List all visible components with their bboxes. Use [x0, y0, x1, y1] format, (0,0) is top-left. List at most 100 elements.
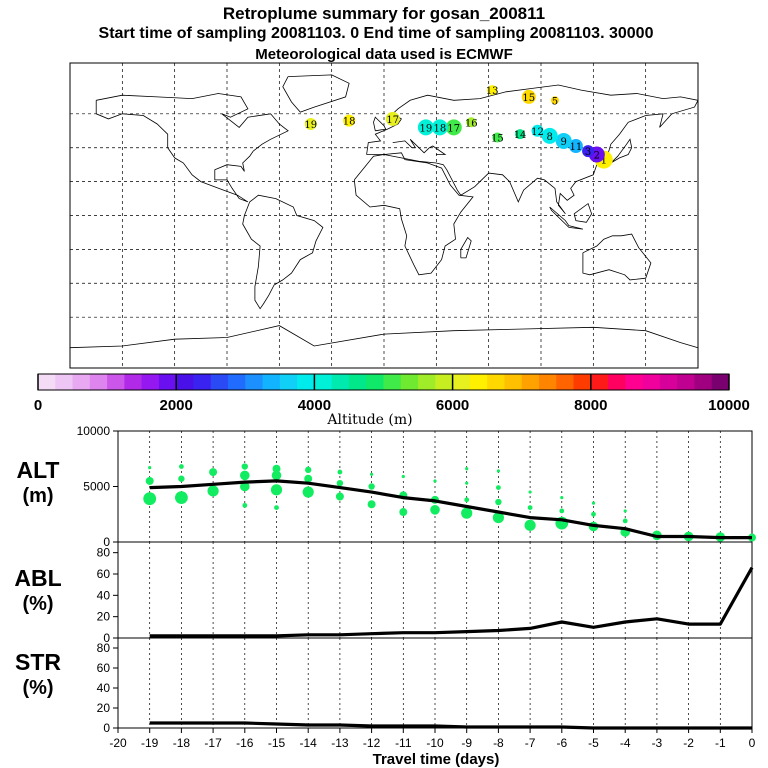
altitude-cluster-point — [335, 492, 344, 501]
altitude-cluster-point — [271, 470, 282, 481]
colorbar-swatch — [279, 374, 298, 390]
plume-cluster-label: 9 — [560, 137, 566, 148]
plume-cluster-label: 17 — [447, 123, 460, 134]
y-tick-label: 80 — [97, 546, 111, 560]
colorbar-swatch — [573, 374, 592, 390]
plume-cluster-label: 15 — [522, 93, 535, 104]
altitude-cluster-point — [433, 479, 437, 483]
colorbar-tick-label: 4000 — [298, 397, 331, 414]
series-line — [149, 566, 754, 638]
altitude-cluster-point — [240, 481, 250, 492]
plume-cluster — [521, 89, 536, 104]
plume-cluster-label: 19 — [304, 120, 317, 131]
altitude-cluster-point — [559, 508, 565, 514]
colorbar-swatch — [642, 374, 661, 390]
x-tick-label: -14 — [300, 736, 318, 750]
coastline-greenland — [282, 74, 350, 113]
colorbar-swatch — [89, 374, 108, 390]
colorbar-swatch — [487, 374, 505, 390]
altitude-cluster-point — [528, 490, 532, 494]
altitude-cluster-point — [527, 505, 533, 510]
colorbar-swatch — [228, 374, 246, 390]
plume-cluster — [555, 132, 572, 149]
colorbar-tick-label: 10000 — [708, 397, 750, 414]
plume-cluster — [417, 119, 434, 136]
map-gridlines — [70, 63, 698, 368]
coastline-south-america — [242, 194, 324, 310]
altitude-cluster-point — [465, 467, 469, 471]
y-tick-label: 60 — [97, 661, 111, 675]
y-tick-label: 80 — [97, 641, 111, 655]
altitude-cluster-point — [270, 484, 283, 496]
colorbar-swatch — [107, 374, 125, 390]
altitude-colorbar: 0 2000 4000 6000 8000 10000 — [34, 373, 750, 414]
plume-cluster — [582, 145, 595, 158]
plume-cluster — [487, 85, 498, 96]
colorbar-swatch — [245, 374, 264, 390]
plume-cluster-label: 18 — [343, 117, 356, 128]
x-tick-label: -20 — [109, 736, 127, 750]
met-data-subtitle: Meteorological data used is ECMWF — [255, 46, 513, 63]
x-tick-label: -2 — [683, 736, 694, 750]
coastlines — [69, 74, 699, 349]
plume-cluster-label: 3 — [585, 147, 591, 158]
coastline-japan — [610, 138, 633, 164]
x-axis-label: Travel time (days) — [373, 751, 500, 768]
altitude-cluster-point — [464, 497, 470, 503]
colorbar-swatch — [331, 374, 350, 390]
coastline-north-america — [95, 93, 289, 203]
altitude-cluster-point — [461, 507, 473, 519]
colorbar-swatch — [176, 374, 194, 390]
x-tick-label: -9 — [461, 736, 472, 750]
altitude-cluster-point — [207, 485, 219, 497]
x-tick-label: -1 — [715, 736, 726, 750]
colorbar-tick-label: 6000 — [436, 397, 469, 414]
x-tick-label: -11 — [395, 736, 412, 750]
altitude-cluster-point — [430, 505, 440, 515]
y-tick-label: 40 — [97, 681, 111, 695]
colorbar-swatch — [297, 374, 315, 390]
coastline-antarctica — [69, 325, 699, 349]
colorbar-swatch — [521, 374, 540, 390]
x-tick-label: -3 — [652, 736, 663, 750]
altitude-cluster-point — [241, 463, 248, 470]
x-tick-label: -10 — [426, 736, 444, 750]
colorbar-swatch — [418, 374, 436, 390]
x-tick-label: -19 — [141, 736, 159, 750]
altitude-cluster-point — [274, 505, 279, 510]
series-line — [149, 721, 752, 730]
colorbar-swatch — [38, 374, 56, 390]
plume-cluster — [445, 119, 462, 136]
plume-cluster-label: 5 — [552, 96, 558, 107]
plume-cluster-label: 12 — [531, 127, 544, 138]
coastline-europe-inner — [392, 139, 447, 155]
y-tick-label: 0 — [103, 631, 110, 645]
colorbar-swatch — [504, 374, 523, 390]
abl-panel-label: ABL — [14, 565, 61, 591]
altitude-cluster-point — [560, 496, 564, 500]
plume-cluster — [385, 111, 400, 126]
colorbar-swatch — [608, 374, 626, 390]
colorbar-swatch — [694, 374, 713, 390]
alt-panel-unit: (m) — [22, 485, 53, 507]
altitude-cluster-point — [305, 466, 312, 474]
plume-cluster-label: 19 — [419, 123, 432, 134]
altitude-cluster-point — [148, 466, 152, 470]
colorbar-tick-label: 0 — [34, 397, 42, 414]
plume-cluster-label: 16 — [465, 118, 478, 129]
y-tick-label: 5000 — [83, 480, 110, 494]
x-tick-label: 0 — [749, 736, 756, 750]
coastline-africa — [353, 152, 474, 276]
str-panel-label: STR — [15, 649, 61, 675]
altitude-cluster-point — [465, 481, 469, 485]
altitude-cluster-point — [337, 469, 343, 475]
colorbar-swatch — [556, 374, 575, 390]
altitude-cluster-point — [336, 479, 344, 487]
plume-cluster — [568, 139, 583, 154]
altitude-cluster-point — [496, 485, 501, 491]
colorbar-tick-label: 2000 — [160, 397, 193, 414]
altitude-cluster-point — [622, 518, 628, 524]
